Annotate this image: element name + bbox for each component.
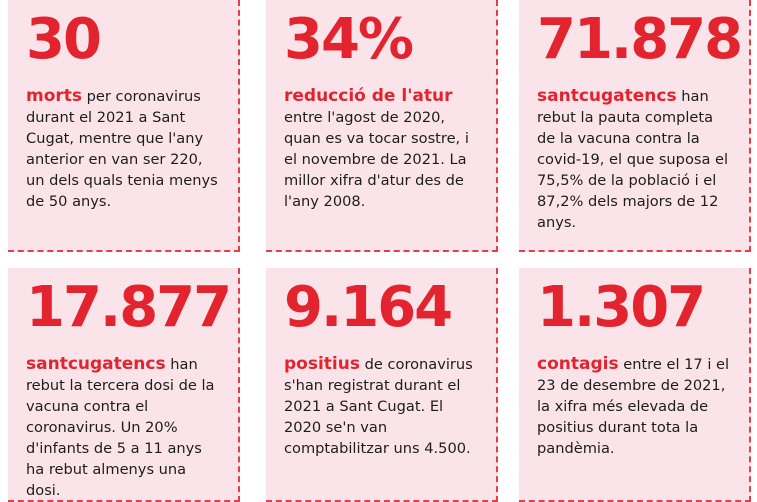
stat-keyword: contagis [537, 354, 619, 374]
stat-card-positives: 9.164 positius de coronavirus s'han regi… [266, 268, 498, 502]
stat-keyword: santcugatencs [537, 86, 677, 106]
stat-description: contagis entre el 17 i el 23 de desembre… [537, 354, 735, 459]
stat-keyword: positius [284, 354, 360, 374]
stat-description: reducció de l'atur entre l'agost de 2020… [284, 86, 482, 212]
stat-number: 9.164 [284, 275, 453, 340]
stat-number: 1.307 [537, 275, 706, 340]
stat-number: 17.877 [26, 275, 232, 340]
stat-number: 34% [284, 7, 414, 72]
stat-keyword: morts [26, 86, 83, 106]
stat-description: morts per coronavirus durant el 2021 a S… [26, 86, 224, 212]
stat-card-third-dose: 17.877 santcugatencs han rebut la tercer… [8, 268, 240, 502]
stat-text: han rebut la pauta completa de la vacuna… [537, 88, 729, 231]
stat-card-contagions: 1.307 contagis entre el 17 i el 23 de de… [519, 268, 751, 502]
stat-description: positius de coronavirus s'han registrat … [284, 354, 482, 459]
stat-keyword: reducció de l'atur [284, 86, 453, 106]
stat-description: santcugatencs han rebut la tercera dosi … [26, 354, 224, 500]
stat-text: de coronavirus s'han registrat durant el… [284, 356, 473, 457]
stat-number: 71.878 [537, 7, 743, 72]
stat-keyword: santcugatencs [26, 354, 166, 374]
stat-description: santcugatencs han rebut la pauta complet… [537, 86, 735, 233]
stat-card-full-vaccination: 71.878 santcugatencs han rebut la pauta … [519, 0, 751, 252]
stat-text: entre l'agost de 2020, quan es va tocar … [284, 109, 469, 210]
stat-card-deaths: 30 morts per coronavirus durant el 2021 … [8, 0, 240, 252]
stat-card-unemployment: 34% reducció de l'atur entre l'agost de … [266, 0, 498, 252]
stat-text: entre el 17 i el 23 de desembre de 2021,… [537, 356, 730, 457]
stat-text: per coronavirus durant el 2021 a Sant Cu… [26, 88, 218, 210]
stat-number: 30 [26, 7, 102, 72]
stat-text: han rebut la tercera dosi de la vacuna c… [26, 356, 215, 499]
